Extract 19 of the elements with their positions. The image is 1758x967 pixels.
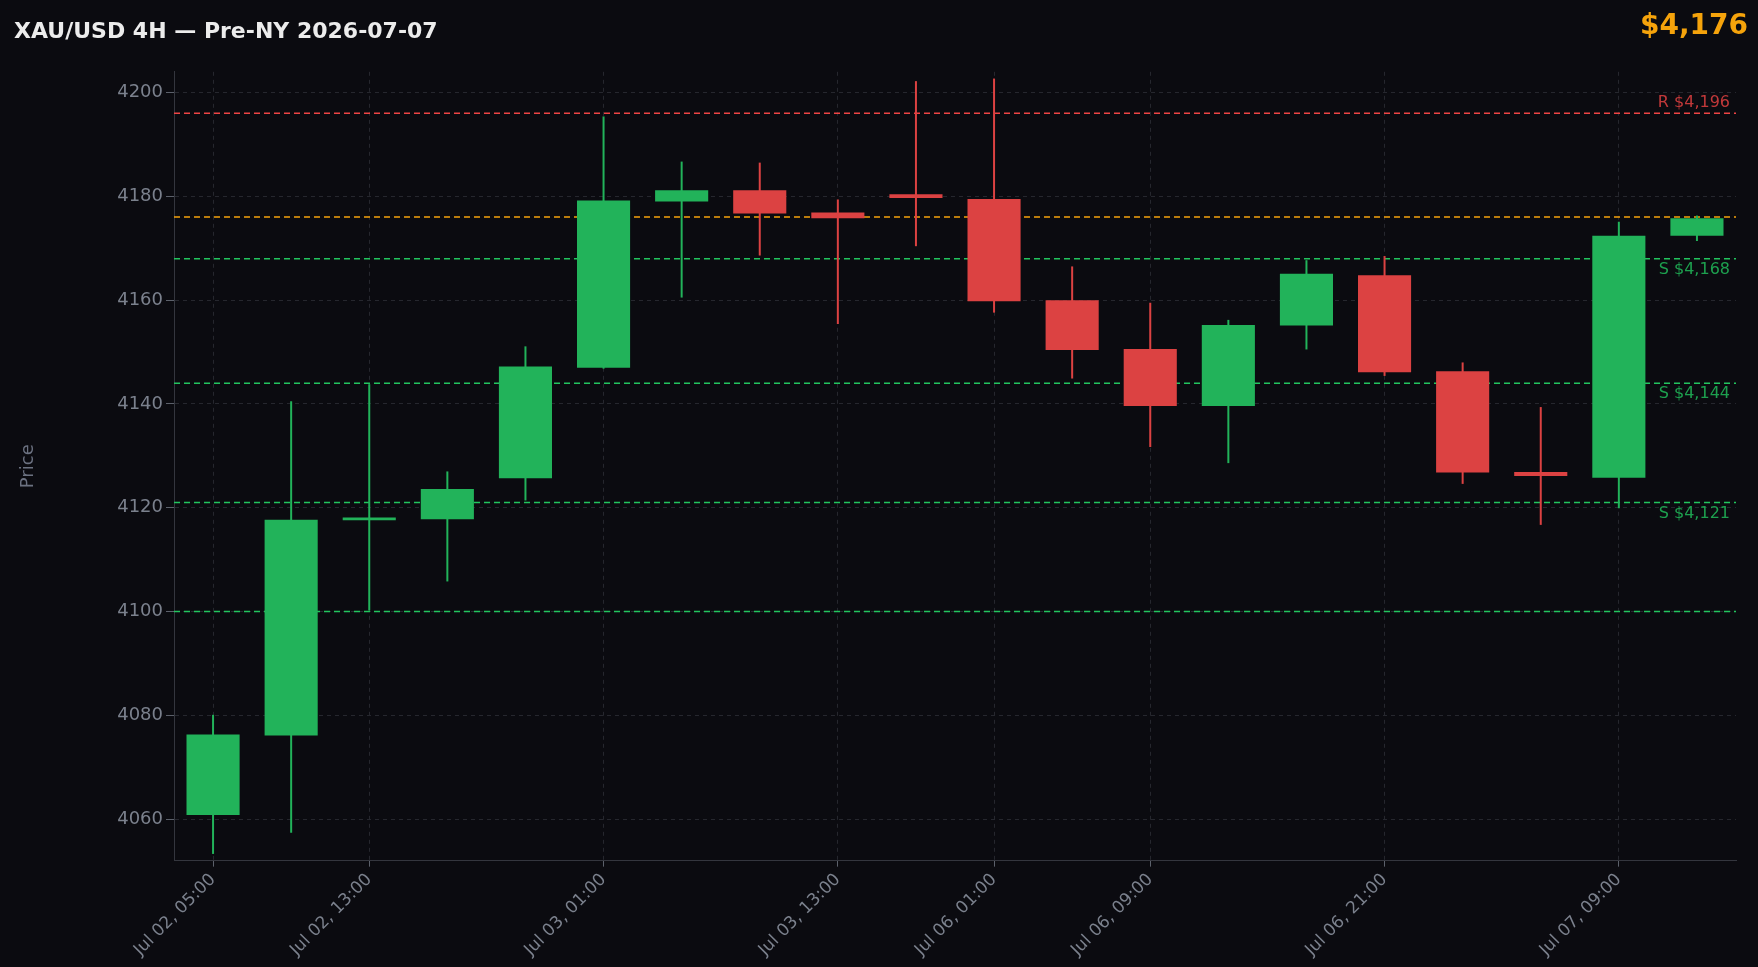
y-axis-title: Price <box>16 444 38 489</box>
ref-line-label: R $4,196 <box>1657 92 1730 112</box>
candlestick <box>655 160 709 299</box>
chart-title: XAU/USD 4H — Pre-NY 2026-07-07 <box>14 18 438 43</box>
y-tick-label: 4140 <box>117 391 163 413</box>
ref-line-label: S $4,121 <box>1658 502 1730 522</box>
y-tick-label: 4060 <box>117 806 163 828</box>
y-tick-label: 4180 <box>117 184 163 206</box>
y-tick-label: 4200 <box>117 80 163 102</box>
ref-line-label: S $4,144 <box>1658 383 1730 403</box>
y-tick-label: 4120 <box>117 495 163 517</box>
text: $4,176 <box>1639 8 1748 41</box>
candlestick <box>811 198 865 326</box>
y-tick-label: 4080 <box>117 703 163 725</box>
candlestick <box>1514 406 1568 526</box>
y-tick-label: 4160 <box>117 287 163 309</box>
ref-line-label: S $4,168 <box>1658 258 1730 278</box>
y-tick-label: 4100 <box>117 599 163 621</box>
candlestick <box>889 80 943 248</box>
